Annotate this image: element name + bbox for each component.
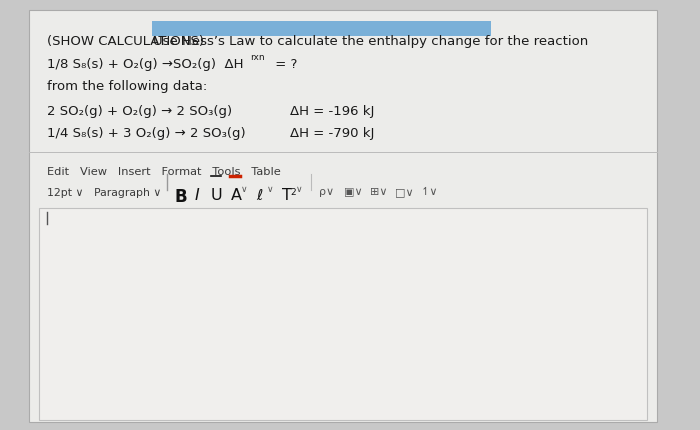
Text: ⊞∨: ⊞∨ bbox=[370, 187, 387, 197]
Text: ΔH = -790 kJ: ΔH = -790 kJ bbox=[290, 127, 375, 140]
Text: from the following data:: from the following data: bbox=[47, 80, 207, 93]
Text: T: T bbox=[281, 188, 291, 203]
FancyBboxPatch shape bbox=[29, 10, 657, 422]
Text: ℓ: ℓ bbox=[256, 188, 262, 203]
Text: Use Hess’s Law to calculate the enthalpy change for the reaction: Use Hess’s Law to calculate the enthalpy… bbox=[153, 35, 588, 48]
FancyBboxPatch shape bbox=[152, 21, 491, 36]
FancyBboxPatch shape bbox=[39, 208, 648, 420]
Text: 1/8 S₈(s) + O₂(g) →SO₂(g)  ΔH: 1/8 S₈(s) + O₂(g) →SO₂(g) ΔH bbox=[47, 58, 244, 71]
Text: ∨: ∨ bbox=[267, 185, 274, 194]
Text: □∨: □∨ bbox=[395, 187, 414, 197]
Text: A: A bbox=[230, 188, 241, 203]
Text: ∨: ∨ bbox=[296, 185, 303, 194]
Text: ▣∨: ▣∨ bbox=[344, 187, 363, 197]
Text: ΔH = -196 kJ: ΔH = -196 kJ bbox=[290, 105, 375, 118]
Text: 12pt ∨   Paragraph ∨: 12pt ∨ Paragraph ∨ bbox=[47, 188, 162, 198]
Text: (SHOW CALCULATIONS): (SHOW CALCULATIONS) bbox=[47, 35, 209, 48]
Text: ∨: ∨ bbox=[241, 185, 248, 194]
Text: B: B bbox=[174, 188, 187, 206]
Text: U: U bbox=[211, 188, 223, 203]
Text: Edit   View   Insert   Format   Tools   Table: Edit View Insert Format Tools Table bbox=[47, 167, 281, 177]
Text: ρ∨: ρ∨ bbox=[318, 187, 334, 197]
Text: 1/4 S₈(s) + 3 O₂(g) → 2 SO₃(g): 1/4 S₈(s) + 3 O₂(g) → 2 SO₃(g) bbox=[47, 127, 246, 140]
Text: 2 SO₂(g) + O₂(g) → 2 SO₃(g): 2 SO₂(g) + O₂(g) → 2 SO₃(g) bbox=[47, 105, 232, 118]
Text: rxn: rxn bbox=[250, 53, 265, 62]
Text: 2: 2 bbox=[290, 188, 296, 197]
Text: I: I bbox=[194, 188, 199, 203]
Text: ↿∨: ↿∨ bbox=[421, 187, 438, 197]
Text: = ?: = ? bbox=[271, 58, 297, 71]
